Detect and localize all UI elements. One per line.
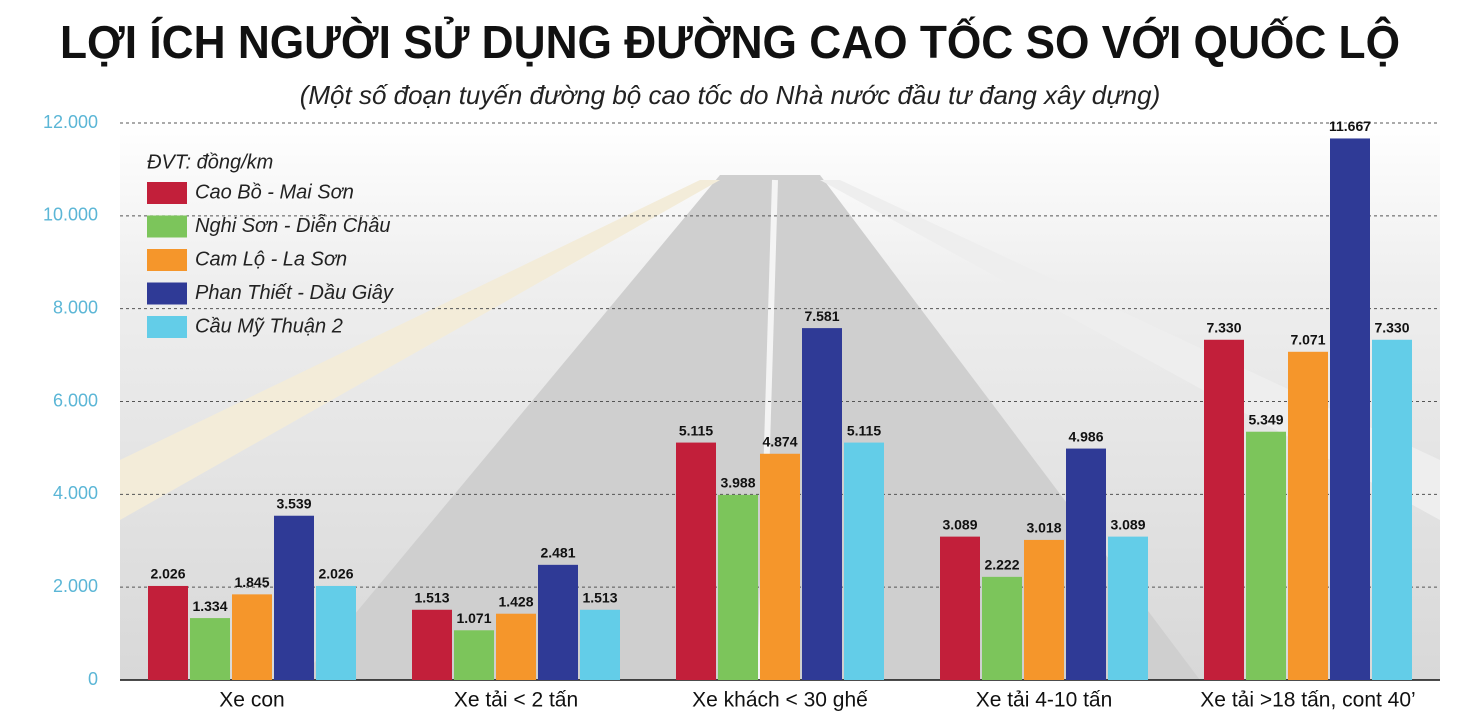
bar bbox=[316, 585, 356, 680]
bar bbox=[232, 594, 272, 680]
value-label: 1.513 bbox=[414, 589, 449, 605]
value-label: 7.071 bbox=[1290, 331, 1325, 347]
bar bbox=[982, 576, 1022, 680]
bar bbox=[1204, 339, 1244, 680]
bar bbox=[1246, 431, 1286, 680]
value-label: 2.026 bbox=[150, 566, 185, 582]
x-tick-label: Xe tải < 2 tấn bbox=[454, 689, 578, 712]
y-tick-label: 4.000 bbox=[53, 483, 98, 503]
bar bbox=[1330, 138, 1370, 680]
chart-title: LỢI ÍCH NGƯỜI SỬ DỤNG ĐƯỜNG CAO TỐC SO V… bbox=[60, 16, 1400, 68]
bar bbox=[1108, 536, 1148, 680]
legend-label: Nghi Sơn - Diễn Châu bbox=[195, 214, 391, 237]
bar bbox=[148, 585, 188, 680]
value-label: 1.428 bbox=[498, 593, 533, 609]
y-tick-label: 0 bbox=[88, 669, 98, 689]
x-tick-label: Xe con bbox=[219, 689, 284, 712]
legend-swatch bbox=[147, 282, 187, 305]
value-label: 5.349 bbox=[1248, 411, 1283, 427]
railing bbox=[120, 180, 720, 520]
value-label: 3.018 bbox=[1026, 520, 1061, 536]
bar bbox=[676, 442, 716, 680]
value-label: 5.115 bbox=[679, 422, 713, 438]
value-label: 3.539 bbox=[276, 495, 311, 511]
x-tick-label: Xe tải 4-10 tấn bbox=[976, 689, 1113, 712]
legend-label: Phan Thiết - Dầu Giây bbox=[195, 282, 394, 304]
bar bbox=[1288, 351, 1328, 680]
bar bbox=[190, 618, 230, 680]
value-label: 1.071 bbox=[456, 610, 491, 626]
value-label: 1.334 bbox=[192, 598, 227, 614]
legend-swatch bbox=[147, 215, 187, 238]
chart-subtitle: (Một số đoạn tuyến đường bộ cao tốc do N… bbox=[300, 80, 1161, 110]
bar bbox=[412, 609, 452, 680]
y-tick-label: 10.000 bbox=[43, 205, 98, 225]
bar bbox=[718, 494, 758, 680]
value-label: 2.222 bbox=[984, 557, 1019, 573]
value-label: 3.988 bbox=[720, 475, 755, 491]
y-tick-label: 2.000 bbox=[53, 576, 98, 596]
y-tick-label: 8.000 bbox=[53, 297, 98, 317]
value-label: 4.986 bbox=[1068, 428, 1103, 444]
bar bbox=[844, 442, 884, 680]
legend-label: Cầu Mỹ Thuận 2 bbox=[195, 315, 343, 337]
bar bbox=[802, 328, 842, 680]
value-label: 11.667 bbox=[1329, 118, 1371, 134]
legend-swatch bbox=[147, 316, 187, 338]
legend-label: Cao Bồ - Mai Sơn bbox=[195, 181, 354, 203]
bar bbox=[1024, 539, 1064, 680]
value-label: 1.845 bbox=[234, 574, 269, 590]
legend-label: Cam Lộ - La Sơn bbox=[195, 248, 347, 270]
legend-title: ĐVT: đồng/km bbox=[147, 151, 273, 173]
bar bbox=[760, 453, 800, 680]
bar bbox=[274, 515, 314, 680]
legend-swatch bbox=[147, 182, 187, 204]
value-label: 7.330 bbox=[1374, 319, 1409, 335]
legend-swatch bbox=[147, 249, 187, 271]
bar bbox=[940, 536, 980, 680]
value-label: 3.089 bbox=[942, 516, 977, 532]
value-label: 3.089 bbox=[1110, 516, 1145, 532]
bar bbox=[496, 613, 536, 680]
value-label: 7.581 bbox=[804, 308, 839, 324]
value-label: 2.481 bbox=[540, 545, 575, 561]
value-label: 7.330 bbox=[1206, 319, 1241, 335]
bar bbox=[580, 609, 620, 680]
value-label: 1.513 bbox=[582, 589, 617, 605]
bar bbox=[538, 564, 578, 680]
x-tick-label: Xe tải >18 tấn, cont 40’ bbox=[1200, 689, 1415, 712]
x-tick-label: Xe khách < 30 ghế bbox=[692, 689, 868, 712]
y-tick-label: 12.000 bbox=[43, 112, 98, 132]
bar bbox=[1066, 448, 1106, 680]
bar bbox=[1372, 339, 1412, 680]
value-label: 5.115 bbox=[847, 422, 881, 438]
value-label: 2.026 bbox=[318, 566, 353, 582]
bar bbox=[454, 630, 494, 680]
value-label: 4.874 bbox=[762, 433, 797, 449]
y-tick-label: 6.000 bbox=[53, 390, 98, 410]
